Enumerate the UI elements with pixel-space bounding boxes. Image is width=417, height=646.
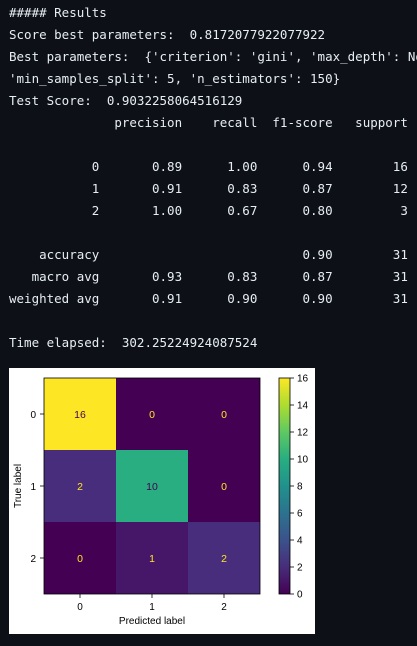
cell-value-label: 2	[221, 553, 227, 565]
matrix-cell	[116, 450, 188, 522]
cell-value-label: 0	[77, 553, 83, 565]
x-tick-label: 1	[149, 602, 155, 613]
colorbar-tick-label: 16	[297, 374, 309, 385]
matrix-cells: 16 0 0 2 10 0 0 1 2	[44, 378, 260, 594]
matrix-cell	[44, 450, 116, 522]
colorbar-tick-label: 6	[297, 509, 303, 520]
colorbar-tick-label: 8	[297, 482, 303, 493]
colorbar-tick-label: 12	[297, 428, 309, 439]
matrix-cell	[44, 378, 116, 450]
x-tick-label: 2	[221, 602, 227, 613]
cell-value-label: 10	[146, 481, 158, 493]
matrix-cell	[44, 522, 116, 594]
cell-value-label: 1	[149, 553, 155, 565]
confusion-matrix-figure: 16 0 0 2 10 0 0 1 2 0 1 2 0 1 2 Predicted label True la…	[9, 368, 315, 634]
console-line: ##### Results	[9, 5, 107, 20]
console-line: precision recall f1-score support	[9, 115, 408, 130]
console-line	[9, 222, 417, 244]
cell-value-label: 0	[221, 409, 227, 421]
matrix-cell	[188, 522, 260, 594]
colorbar-tick-label: 10	[297, 455, 309, 466]
colorbar-gradient	[278, 377, 291, 595]
console-line	[9, 310, 417, 332]
matrix-cell	[188, 378, 260, 450]
colorbar-tick-label: 0	[297, 590, 303, 601]
console-line: 0 0.89 1.00 0.94 16	[9, 159, 408, 174]
cell-value-label: 0	[149, 409, 155, 421]
y-tick-label: 2	[30, 554, 36, 565]
console-line: 1 0.91 0.83 0.87 12	[9, 181, 408, 196]
colorbar-tick-label: 4	[297, 536, 303, 547]
console-line: 'min_samples_split': 5, 'n_estimators': …	[9, 71, 341, 86]
x-tick-label: 0	[77, 602, 83, 613]
colorbar-tick-label: 2	[297, 563, 303, 574]
console-line: weighted avg 0.91 0.90 0.90 31	[9, 291, 408, 306]
console-line: Test Score: 0.9032258064516129	[9, 93, 243, 108]
y-axis-label: True label	[13, 464, 24, 508]
y-tick-label: 0	[30, 410, 36, 421]
console-line	[9, 134, 417, 156]
cell-value-label: 16	[74, 409, 86, 421]
output-console: ##### Results Score best parameters: 0.81…	[9, 2, 417, 358]
console-line: 2 1.00 0.67 0.80 3	[9, 203, 408, 218]
colorbar-tick-label: 14	[297, 401, 309, 412]
cell-value-label: 0	[221, 481, 227, 493]
console-line: Best parameters: {'criterion': 'gini', '…	[9, 49, 417, 64]
matrix-axes: 0 1 2 0 1 2 Predicted label True label	[13, 377, 261, 627]
console-line: accuracy 0.90 31	[9, 247, 408, 262]
console-line: macro avg 0.93 0.83 0.87 31	[9, 269, 408, 284]
x-axis-label: Predicted label	[119, 616, 185, 627]
matrix-cell	[116, 522, 188, 594]
y-tick-label: 1	[30, 482, 36, 493]
matrix-cell	[116, 378, 188, 450]
cell-value-label: 2	[77, 481, 83, 493]
colorbar: 0 2 4 6 8 10 12 14 16	[278, 374, 309, 601]
console-line: Time elapsed: 302.25224924087524	[9, 335, 258, 350]
console-line: Score best parameters: 0.817207792207792…	[9, 27, 326, 42]
matrix-cell	[188, 450, 260, 522]
